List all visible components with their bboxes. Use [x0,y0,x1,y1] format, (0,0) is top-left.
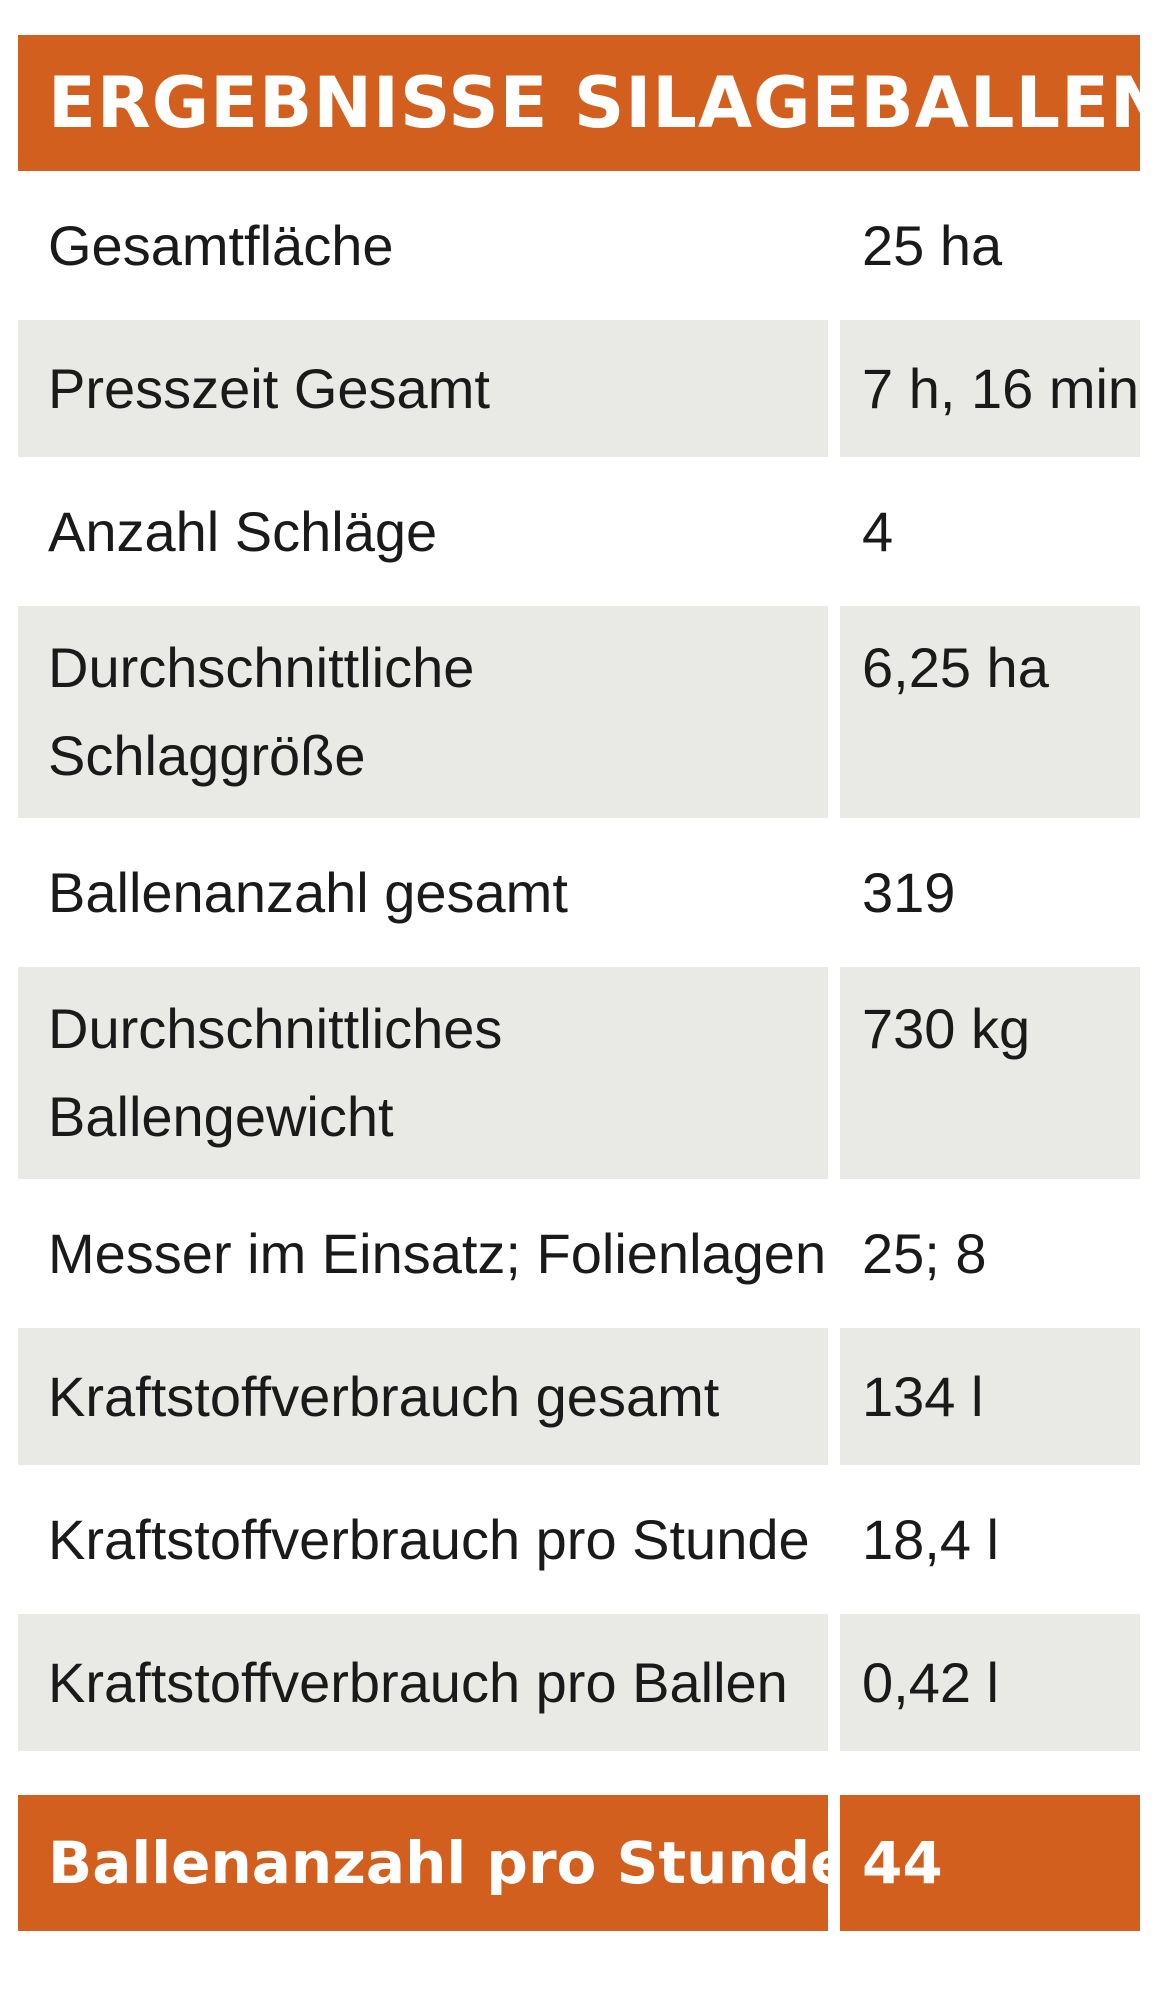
row-label: Durchschnittliches Ballengewicht [18,967,828,1179]
table-row: Durchschnittliche Schlaggröße 6,25 ha [18,606,1140,818]
table-row: Kraftstoffverbrauch gesamt 134 l [18,1328,1140,1465]
table-row: Durchschnittliches Ballengewicht 730 kg [18,967,1140,1179]
table-body: Gesamtfläche 25 ha Presszeit Gesamt 7 h,… [18,177,1140,1751]
row-label-line: Durchschnittliche [48,636,475,699]
row-value: 134 l [840,1328,1140,1465]
row-label: Kraftstoffverbrauch gesamt [18,1328,828,1465]
row-label-line: Schlaggröße [48,724,366,787]
row-label: Durchschnittliche Schlaggröße [18,606,828,818]
row-value: 7 h, 16 min [840,320,1140,457]
row-label: Kraftstoffverbrauch pro Ballen [18,1614,828,1751]
row-value: 25 ha [862,214,1003,277]
row-label: Presszeit Gesamt [18,320,828,457]
row-value: 319 [862,861,956,924]
table-row: Presszeit Gesamt 7 h, 16 min [18,320,1140,457]
row-value: 25; 8 [862,1222,987,1285]
row-label-line: Durchschnittliches [48,997,503,1060]
table-row: Gesamtfläche 25 ha [18,177,1140,314]
results-table: ERGEBNISSE SILAGEBALLEN Gesamtfläche 25 … [18,35,1169,1931]
total-label: Ballenanzahl pro Stunde [18,1795,850,1931]
row-value: 730 kg [840,967,1140,1179]
row-value: 0,42 l [840,1614,1140,1751]
row-value: 6,25 ha [840,606,1140,818]
row-label: Anzahl Schläge [48,500,438,563]
row-value: 4 [862,500,894,563]
row-label: Gesamtfläche [48,214,394,277]
table-row: Ballenanzahl gesamt 319 [18,824,1140,961]
table-row: Kraftstoffverbrauch pro Ballen 0,42 l [18,1614,1140,1751]
row-value: 18,4 l [862,1508,999,1571]
table-header: ERGEBNISSE SILAGEBALLEN [18,35,1169,171]
table-title: ERGEBNISSE SILAGEBALLEN [48,62,1170,144]
row-label: Ballenanzahl gesamt [48,861,568,924]
row-label: Messer im Einsatz; Folienlagen [48,1222,827,1285]
table-row: Messer im Einsatz; Folienlagen 25; 8 [18,1185,1140,1322]
row-label-line: Ballengewicht [48,1085,394,1148]
total-value: 44 [840,1795,1140,1931]
table-row: Kraftstoffverbrauch pro Stunde 18,4 l [18,1471,1140,1608]
total-row: Ballenanzahl pro Stunde 44 [18,1795,1140,1931]
table-row: Anzahl Schläge 4 [18,463,1140,600]
row-label: Kraftstoffverbrauch pro Stunde [48,1508,810,1571]
